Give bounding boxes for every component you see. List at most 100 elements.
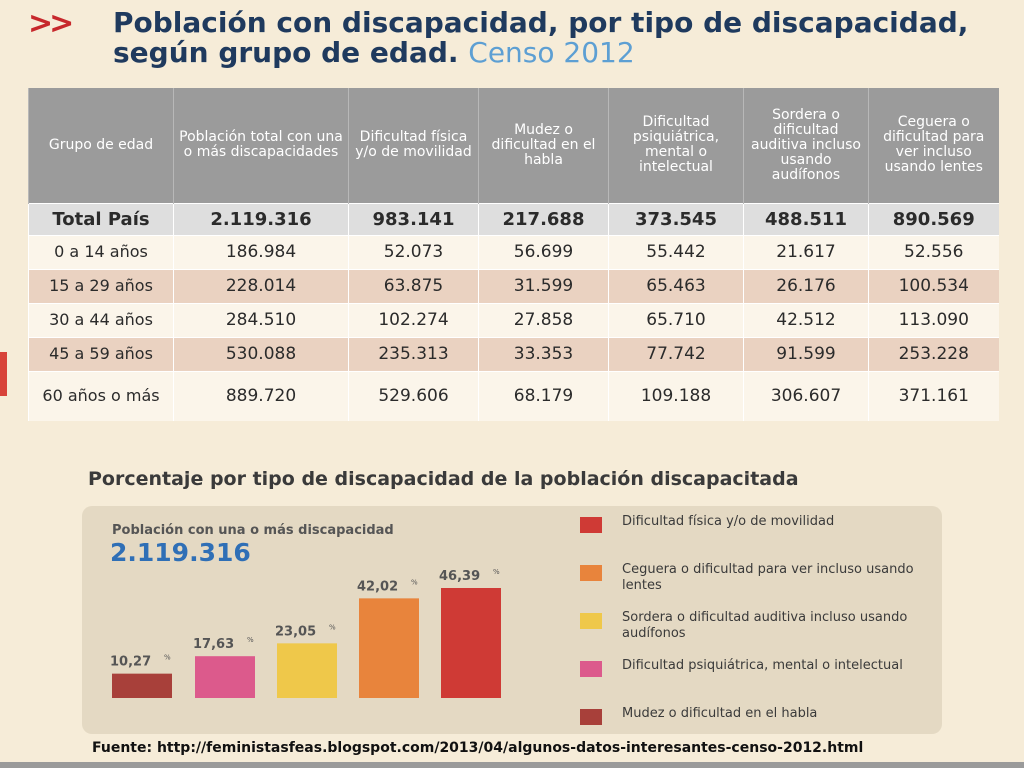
table-cell: 983.141 (348, 202, 479, 235)
bar-unit-label: % (329, 623, 336, 631)
legend-swatch (580, 613, 602, 629)
table-cell: 2.119.316 (173, 202, 349, 235)
table-cell: 56.699 (478, 234, 609, 269)
table-row: 15 a 29 años 228.014 63.875 31.599 65.46… (28, 268, 999, 303)
legend-label: Dificultad física y/o de movilidad (622, 514, 835, 529)
table-cell: 60 años o más (28, 370, 174, 421)
table-cell: 65.463 (608, 268, 744, 303)
bar-chart: 10,27 % 17,63 % 23,05 % 42,02% 46,39% (110, 568, 501, 698)
table-cell: 33.353 (478, 336, 609, 371)
table-cell: 284.510 (173, 302, 349, 337)
table-cell: Total País (28, 202, 174, 235)
table-cell: 890.569 (868, 202, 999, 235)
table-header-cell: Población total con una o más discapacid… (173, 88, 349, 203)
legend-item: Mudez o dificultad en el habla (580, 706, 930, 754)
total-label: Población con una o más discapacidad (112, 523, 394, 538)
table-cell: 45 a 59 años (28, 336, 174, 371)
bar-unit-label: % (493, 568, 500, 576)
bar-unit-label: % (164, 654, 171, 662)
legend-swatch (580, 565, 602, 581)
bar (195, 656, 255, 698)
table-cell: 253.228 (868, 336, 999, 371)
chart-heading: Porcentaje por tipo de discapacidad de l… (88, 468, 799, 490)
legend-item: Ceguera o dificultad para ver incluso us… (580, 562, 930, 610)
source-footer: Fuente: http://feministasfeas.blogspot.c… (92, 740, 864, 756)
chart-legend: Dificultad física y/o de movilidad Cegue… (580, 514, 930, 754)
table-cell: 21.617 (743, 234, 869, 269)
table-cell: 217.688 (478, 202, 609, 235)
bar (359, 598, 419, 698)
table-row: 60 años o más 889.720 529.606 68.179 109… (28, 370, 999, 421)
page-title: Población con discapacidad, por tipo de … (113, 8, 1013, 68)
table-cell: 30 a 44 años (28, 302, 174, 337)
page-subtitle: Censo 2012 (468, 36, 635, 69)
header-arrows: >> (28, 6, 74, 41)
table-row: 30 a 44 años 284.510 102.274 27.858 65.7… (28, 302, 999, 337)
table-cell: 113.090 (868, 302, 999, 337)
table-cell: 530.088 (173, 336, 349, 371)
page-title-line1: Población con discapacidad, por tipo de … (113, 6, 969, 39)
table-cell: 15 a 29 años (28, 268, 174, 303)
bar (441, 588, 501, 698)
table-row: 0 a 14 años 186.984 52.073 56.699 55.442… (28, 234, 999, 269)
table-cell: 55.442 (608, 234, 744, 269)
bar-value-label: 46,39 (439, 569, 480, 584)
table-row: 45 a 59 años 530.088 235.313 33.353 77.7… (28, 336, 999, 371)
bar-unit-label: % (247, 636, 254, 644)
bar-value-label: 42,02 (357, 579, 398, 594)
table-header-cell: Mudez o dificultad en el habla (478, 88, 609, 203)
bar-value-label: 23,05 (275, 624, 316, 639)
table-cell: 65.710 (608, 302, 744, 337)
table-cell: 68.179 (478, 370, 609, 421)
table-cell: 100.534 (868, 268, 999, 303)
table-cell: 228.014 (173, 268, 349, 303)
table-cell: 186.984 (173, 234, 349, 269)
table-cell: 91.599 (743, 336, 869, 371)
legend-item: Dificultad psiquiátrica, mental o intele… (580, 658, 930, 706)
legend-label: Ceguera o dificultad para ver incluso us… (622, 562, 914, 593)
bar (112, 673, 172, 698)
table-cell: 306.607 (743, 370, 869, 421)
table-cell: 42.512 (743, 302, 869, 337)
table-cell: 235.313 (348, 336, 479, 371)
table-cell: 31.599 (478, 268, 609, 303)
legend-swatch (580, 517, 602, 533)
table-cell: 77.742 (608, 336, 744, 371)
table-cell: 63.875 (348, 268, 479, 303)
table-cell: 373.545 (608, 202, 744, 235)
data-table: Grupo de edad Población total con una o … (28, 88, 999, 421)
legend-swatch (580, 709, 602, 725)
table-cell: 529.606 (348, 370, 479, 421)
legend-label: Dificultad psiquiátrica, mental o intele… (622, 658, 903, 673)
legend-swatch (580, 661, 602, 677)
table-cell: 0 a 14 años (28, 234, 174, 269)
table-cell: 371.161 (868, 370, 999, 421)
table-header-cell: Grupo de edad (28, 88, 174, 203)
table-cell: 27.858 (478, 302, 609, 337)
legend-item: Sordera o dificultad auditiva incluso us… (580, 610, 930, 658)
table-cell: 488.511 (743, 202, 869, 235)
table-cell: 109.188 (608, 370, 744, 421)
table-cell: 102.274 (348, 302, 479, 337)
bottom-stripe (0, 762, 1024, 768)
bar-value-label: 10,27 (110, 655, 151, 670)
page-title-line2-text: según grupo de edad. (113, 36, 459, 69)
table-row-total: Total País 2.119.316 983.141 217.688 373… (28, 202, 999, 235)
table-header-cell: Ceguera o dificultad para ver incluso us… (868, 88, 999, 203)
bar-value-label: 17,63 (193, 637, 234, 652)
table-header-cell: Sordera o dificultad auditiva incluso us… (743, 88, 869, 203)
legend-label: Sordera o dificultad auditiva incluso us… (622, 610, 908, 641)
table-header-row: Grupo de edad Población total con una o … (28, 88, 999, 203)
table-cell: 52.073 (348, 234, 479, 269)
table-cell: 52.556 (868, 234, 999, 269)
table-cell: 889.720 (173, 370, 349, 421)
legend-item: Dificultad física y/o de movilidad (580, 514, 930, 562)
table-header-cell: Dificultad física y/o de movilidad (348, 88, 479, 203)
total-value: 2.119.316 (110, 538, 251, 567)
left-marker (0, 352, 7, 396)
legend-label: Mudez o dificultad en el habla (622, 706, 818, 721)
bar (277, 643, 337, 698)
table-header-cell: Dificultad psiquiátrica, mental o intele… (608, 88, 744, 203)
page-title-line2: según grupo de edad. Censo 2012 (113, 38, 1013, 68)
bar-unit-label: % (411, 578, 418, 586)
